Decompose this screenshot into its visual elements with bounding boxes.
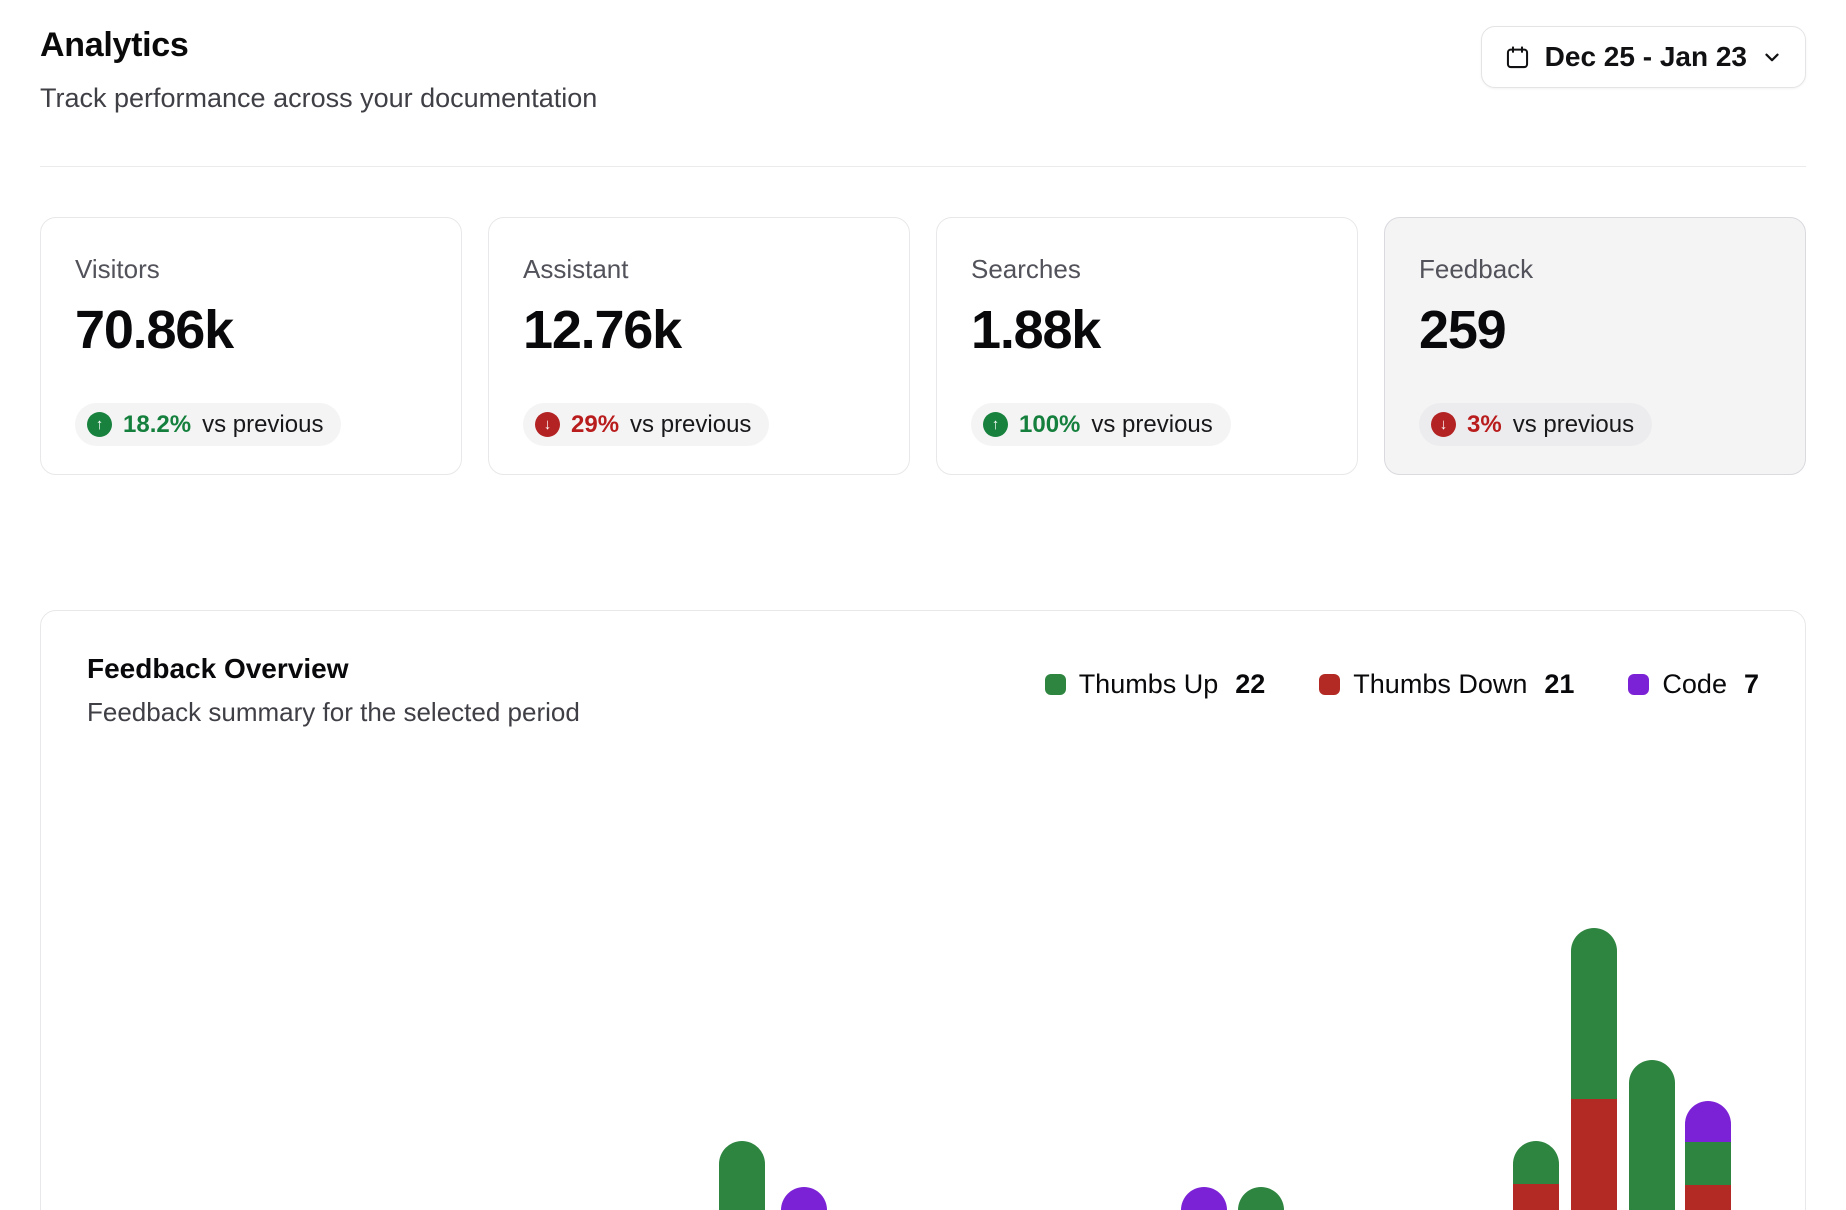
stat-card-visitors[interactable]: Visitors 70.86k ↑ 18.2% vs previous [40, 217, 462, 475]
stat-cards-row: Visitors 70.86k ↑ 18.2% vs previous Assi… [40, 217, 1806, 475]
calendar-icon [1504, 44, 1531, 71]
date-range-picker[interactable]: Dec 25 - Jan 23 [1480, 26, 1806, 88]
stat-value: 12.76k [523, 300, 682, 360]
stat-change-percent: 18.2% [123, 410, 192, 438]
legend-item-thumbs-up[interactable]: Thumbs Up 22 [1044, 669, 1266, 700]
stacked-bar [1238, 1187, 1284, 1210]
feedback-overview-title: Feedback Overview [87, 653, 349, 684]
stat-card-feedback[interactable]: Feedback 259 ↓ 3% vs previous [1384, 217, 1806, 475]
legend-item-thumbs-down[interactable]: Thumbs Down 21 [1319, 669, 1574, 700]
page-subtitle: Track performance across your documentat… [40, 83, 598, 113]
stat-label: Assistant [523, 254, 629, 284]
arrow-down-circle-icon: ↓ [535, 412, 560, 437]
bar-segment-thumbs_up [1571, 928, 1617, 1099]
chevron-down-icon [1761, 46, 1783, 68]
code-swatch-icon [1628, 674, 1650, 695]
stat-card-assistant[interactable]: Assistant 12.76k ↓ 29% vs previous [488, 217, 910, 475]
feedback-overview-header: Feedback Overview Feedback summary for t… [41, 611, 1805, 728]
stat-change-suffix: vs previous [1091, 410, 1213, 438]
stat-change-badge: ↓ 29% vs previous [523, 403, 770, 446]
header-divider [40, 166, 1806, 167]
stat-change-suffix: vs previous [1512, 410, 1635, 438]
bar-segment-code [1685, 1101, 1731, 1142]
stacked-bar [1571, 928, 1617, 1210]
legend-label: Code [1662, 669, 1727, 699]
bar-segment-code [1181, 1187, 1227, 1210]
bar-segment-thumbs_down [1513, 1184, 1559, 1210]
arrow-up-circle-icon: ↑ [87, 412, 112, 437]
legend-label: Thumbs Down [1353, 669, 1528, 699]
stacked-bar [1685, 1101, 1731, 1210]
stacked-bar [719, 1141, 765, 1210]
bar-segment-thumbs_down [1685, 1185, 1731, 1210]
stat-value: 1.88k [971, 300, 1101, 360]
stat-value: 70.86k [75, 300, 234, 360]
stat-change-percent: 100% [1019, 410, 1081, 438]
legend-value: 21 [1544, 669, 1575, 699]
stat-label: Searches [971, 254, 1081, 284]
arrow-down-circle-icon: ↓ [1431, 412, 1456, 437]
bar-segment-thumbs_up [1238, 1187, 1284, 1210]
stacked-bar [1181, 1187, 1227, 1210]
bar-segment-thumbs_up [1513, 1141, 1559, 1184]
legend-item-code[interactable]: Code 7 [1628, 669, 1759, 700]
header-text: Analytics Track performance across your … [40, 26, 597, 114]
page-title: Analytics [40, 26, 189, 64]
bar-segment-thumbs_down [1571, 1099, 1617, 1210]
stat-label: Feedback [1419, 254, 1534, 284]
page-header: Analytics Track performance across your … [40, 26, 1806, 114]
stat-change-badge: ↑ 100% vs previous [971, 403, 1231, 446]
arrow-up-circle-icon: ↑ [983, 412, 1008, 437]
bar-segment-thumbs_up [1685, 1142, 1731, 1185]
stacked-bar [781, 1187, 827, 1210]
stat-label: Visitors [75, 254, 160, 284]
feedback-overview-titles: Feedback Overview Feedback summary for t… [87, 653, 580, 728]
stat-change-suffix: vs previous [202, 410, 324, 438]
bar-segment-code [781, 1187, 827, 1210]
thumbs-down-swatch-icon [1319, 674, 1341, 695]
legend-value: 22 [1235, 669, 1266, 699]
thumbs-up-swatch-icon [1044, 674, 1066, 695]
stat-change-badge: ↑ 18.2% vs previous [75, 403, 342, 446]
stat-card-searches[interactable]: Searches 1.88k ↑ 100% vs previous [936, 217, 1358, 475]
stat-change-percent: 29% [571, 410, 620, 438]
stacked-bar [1513, 1141, 1559, 1210]
stat-value: 259 [1419, 300, 1507, 360]
stat-change-badge: ↓ 3% vs previous [1419, 403, 1653, 446]
feedback-overview-subtitle: Feedback summary for the selected period [87, 697, 580, 727]
date-range-label: Dec 25 - Jan 23 [1544, 41, 1747, 72]
legend-value: 7 [1743, 669, 1759, 699]
chart-legend: Thumbs Up 22 Thumbs Down 21 Code 7 [1044, 669, 1759, 700]
feedback-bar-chart [41, 611, 1805, 1210]
legend-label: Thumbs Up [1078, 669, 1219, 699]
bar-segment-thumbs_up [719, 1141, 765, 1210]
stat-change-percent: 3% [1467, 410, 1502, 438]
feedback-overview-card: Feedback Overview Feedback summary for t… [40, 610, 1806, 1210]
bar-segment-thumbs_up [1629, 1060, 1675, 1210]
stacked-bar [1629, 1060, 1675, 1210]
stat-change-suffix: vs previous [630, 410, 752, 438]
